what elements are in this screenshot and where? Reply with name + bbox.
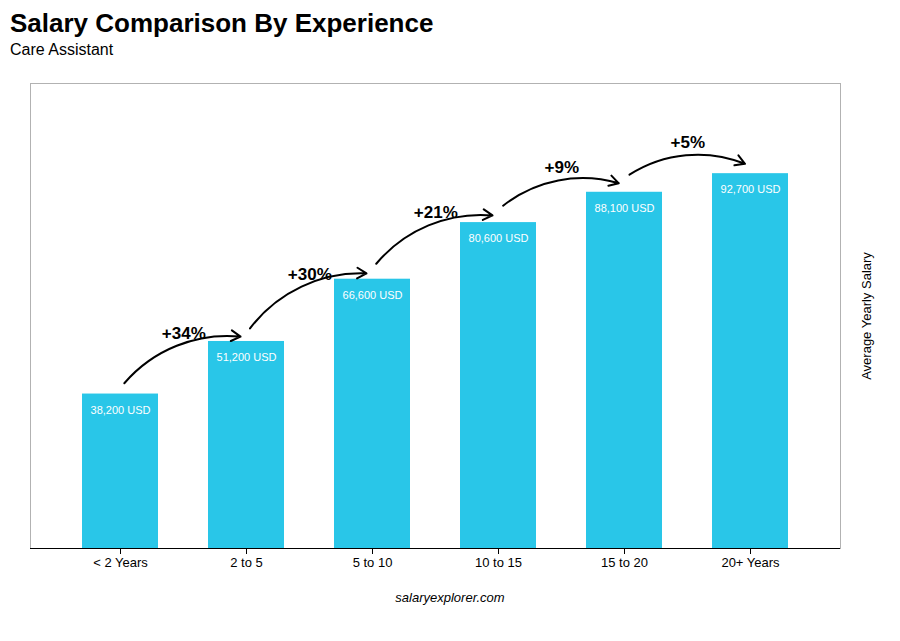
svg-text:10 to 15: 10 to 15 (475, 555, 522, 570)
svg-text:+34%: +34% (162, 324, 206, 343)
svg-text:20+ Years: 20+ Years (721, 555, 780, 570)
html-text:Care Assistant: Care Assistant (10, 41, 114, 58)
svg-text:2 to 5: 2 to 5 (230, 555, 263, 570)
svg-text:+5%: +5% (671, 133, 706, 152)
svg-text:92,700 USD: 92,700 USD (721, 183, 781, 195)
svg-text:5 to 10: 5 to 10 (353, 555, 393, 570)
html-text:salaryexplorer.com: salaryexplorer.com (395, 590, 505, 605)
svg-text:88,100 USD: 88,100 USD (595, 202, 655, 214)
svg-text:< 2 Years: < 2 Years (93, 555, 148, 570)
svg-text:+21%: +21% (414, 203, 458, 222)
svg-text:+30%: +30% (288, 265, 332, 284)
svg-text:80,600 USD: 80,600 USD (469, 232, 529, 244)
svg-text:15 to 20: 15 to 20 (601, 555, 648, 570)
svg-text:Average Yearly Salary: Average Yearly Salary (859, 252, 874, 380)
svg-text:+9%: +9% (545, 158, 580, 177)
html-text:Salary Comparison By Experienc: Salary Comparison By Experience (10, 8, 434, 38)
svg-text:38,200 USD: 38,200 USD (91, 404, 151, 416)
svg-text:51,200 USD: 51,200 USD (217, 351, 277, 363)
svg-text:66,600 USD: 66,600 USD (343, 289, 403, 301)
